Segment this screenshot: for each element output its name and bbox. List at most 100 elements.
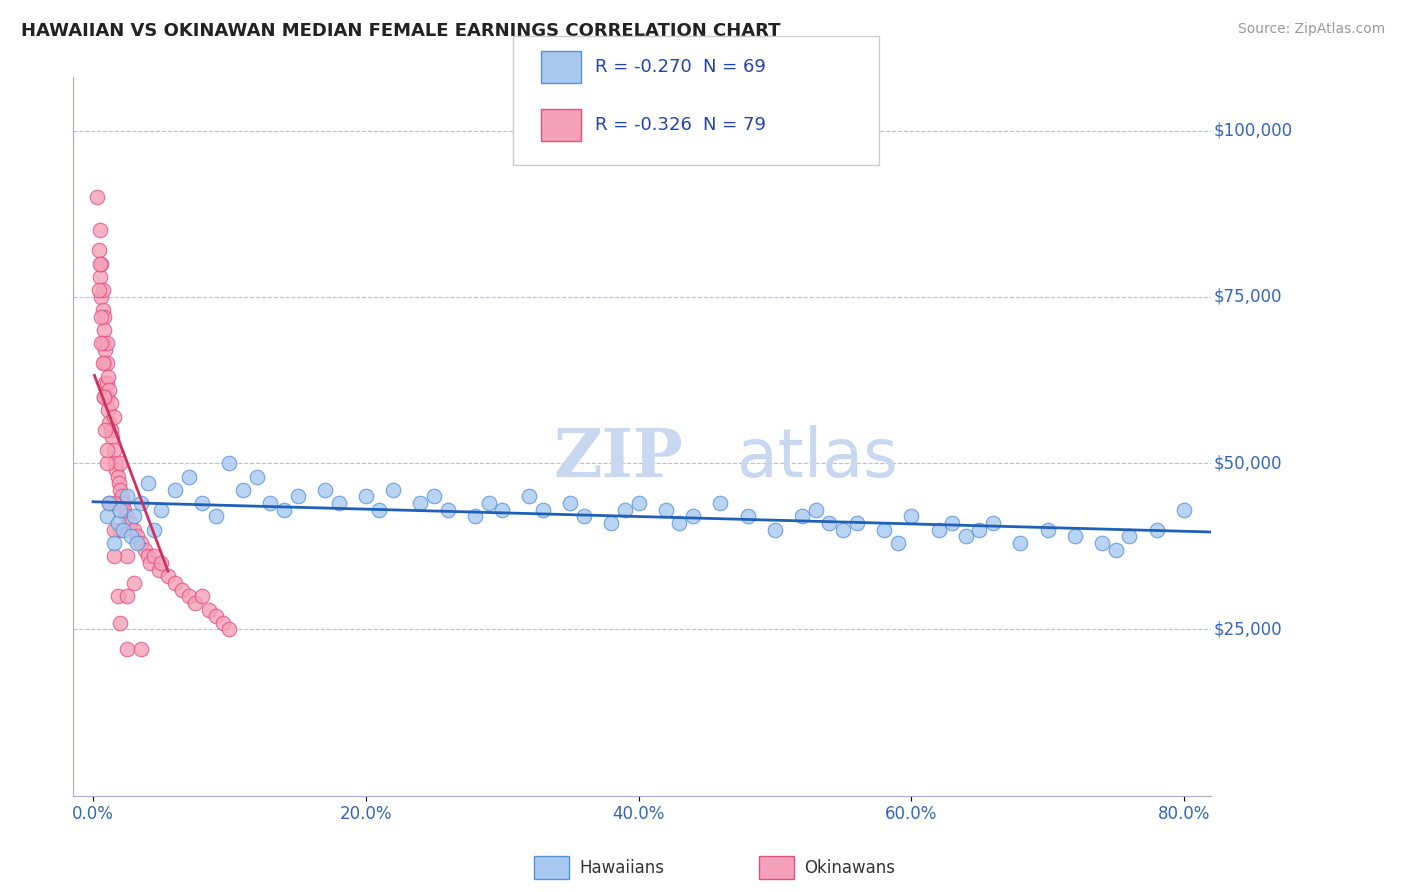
Point bbox=[682, 509, 704, 524]
Point bbox=[218, 456, 240, 470]
Point bbox=[96, 376, 118, 391]
Point bbox=[150, 556, 173, 570]
Point bbox=[627, 496, 650, 510]
Point bbox=[886, 536, 908, 550]
Point bbox=[143, 523, 166, 537]
Point bbox=[464, 509, 486, 524]
Point bbox=[246, 469, 269, 483]
Point bbox=[93, 323, 115, 337]
Point bbox=[96, 509, 118, 524]
Point bbox=[96, 356, 118, 370]
Point bbox=[163, 576, 186, 591]
Point bbox=[232, 483, 254, 497]
Point bbox=[90, 336, 112, 351]
Point bbox=[100, 423, 122, 437]
Point bbox=[204, 509, 226, 524]
Point bbox=[139, 556, 162, 570]
Text: atlas: atlas bbox=[737, 425, 898, 491]
Text: N = 69: N = 69 bbox=[703, 58, 766, 76]
Point bbox=[150, 502, 173, 516]
Point bbox=[1173, 502, 1195, 516]
Point bbox=[94, 423, 117, 437]
Text: HAWAIIAN VS OKINAWAN MEDIAN FEMALE EARNINGS CORRELATION CHART: HAWAIIAN VS OKINAWAN MEDIAN FEMALE EARNI… bbox=[21, 22, 780, 40]
Point bbox=[96, 442, 118, 457]
Point bbox=[832, 523, 855, 537]
Point bbox=[134, 542, 156, 557]
Point bbox=[89, 257, 111, 271]
Point bbox=[792, 509, 814, 524]
Point bbox=[91, 336, 114, 351]
Point bbox=[1118, 529, 1140, 543]
Point bbox=[107, 589, 129, 603]
Point bbox=[93, 390, 115, 404]
Point bbox=[103, 496, 125, 510]
Point bbox=[96, 390, 118, 404]
Point bbox=[436, 502, 458, 516]
Point bbox=[97, 369, 120, 384]
Point bbox=[122, 576, 145, 591]
Point bbox=[125, 529, 148, 543]
Point bbox=[89, 223, 111, 237]
Point bbox=[115, 490, 138, 504]
Point bbox=[111, 490, 134, 504]
Text: Hawaiians: Hawaiians bbox=[579, 859, 664, 877]
Point bbox=[115, 509, 138, 524]
Point bbox=[1010, 536, 1032, 550]
Point bbox=[104, 456, 127, 470]
Text: N = 79: N = 79 bbox=[703, 116, 766, 134]
Point bbox=[1105, 542, 1128, 557]
Point bbox=[105, 463, 128, 477]
Point bbox=[96, 456, 118, 470]
Point bbox=[97, 403, 120, 417]
Point bbox=[87, 283, 110, 297]
Point bbox=[519, 490, 541, 504]
Point bbox=[125, 536, 148, 550]
Point bbox=[804, 502, 827, 516]
Point bbox=[763, 523, 786, 537]
Point bbox=[143, 549, 166, 564]
Point bbox=[314, 483, 336, 497]
Point bbox=[96, 336, 118, 351]
Point bbox=[86, 190, 108, 204]
Point bbox=[218, 623, 240, 637]
Point bbox=[103, 536, 125, 550]
Point bbox=[191, 496, 214, 510]
Point bbox=[368, 502, 391, 516]
Point bbox=[112, 523, 135, 537]
Point bbox=[409, 496, 432, 510]
Point bbox=[91, 356, 114, 370]
Point bbox=[93, 356, 115, 370]
Point bbox=[560, 496, 582, 510]
Point bbox=[87, 244, 110, 258]
Point bbox=[118, 516, 141, 530]
Point bbox=[110, 483, 132, 497]
Point bbox=[928, 523, 950, 537]
Point bbox=[737, 509, 759, 524]
Point bbox=[90, 290, 112, 304]
Point bbox=[328, 496, 350, 510]
Point bbox=[845, 516, 868, 530]
Point bbox=[107, 469, 129, 483]
Point bbox=[655, 502, 678, 516]
Point bbox=[955, 529, 977, 543]
Point bbox=[93, 310, 115, 324]
Point bbox=[177, 589, 200, 603]
Point bbox=[600, 516, 623, 530]
Point bbox=[91, 303, 114, 318]
Point bbox=[273, 502, 295, 516]
Point bbox=[873, 523, 896, 537]
Text: R = -0.326: R = -0.326 bbox=[595, 116, 692, 134]
Point bbox=[98, 417, 121, 431]
Point bbox=[531, 502, 554, 516]
Point bbox=[98, 383, 121, 397]
Point bbox=[101, 429, 124, 443]
Point bbox=[112, 496, 135, 510]
Point bbox=[129, 496, 152, 510]
Point bbox=[287, 490, 309, 504]
Point bbox=[900, 509, 922, 524]
Point bbox=[177, 469, 200, 483]
Point bbox=[103, 442, 125, 457]
Point bbox=[93, 390, 115, 404]
Point bbox=[91, 283, 114, 297]
Point bbox=[120, 529, 142, 543]
